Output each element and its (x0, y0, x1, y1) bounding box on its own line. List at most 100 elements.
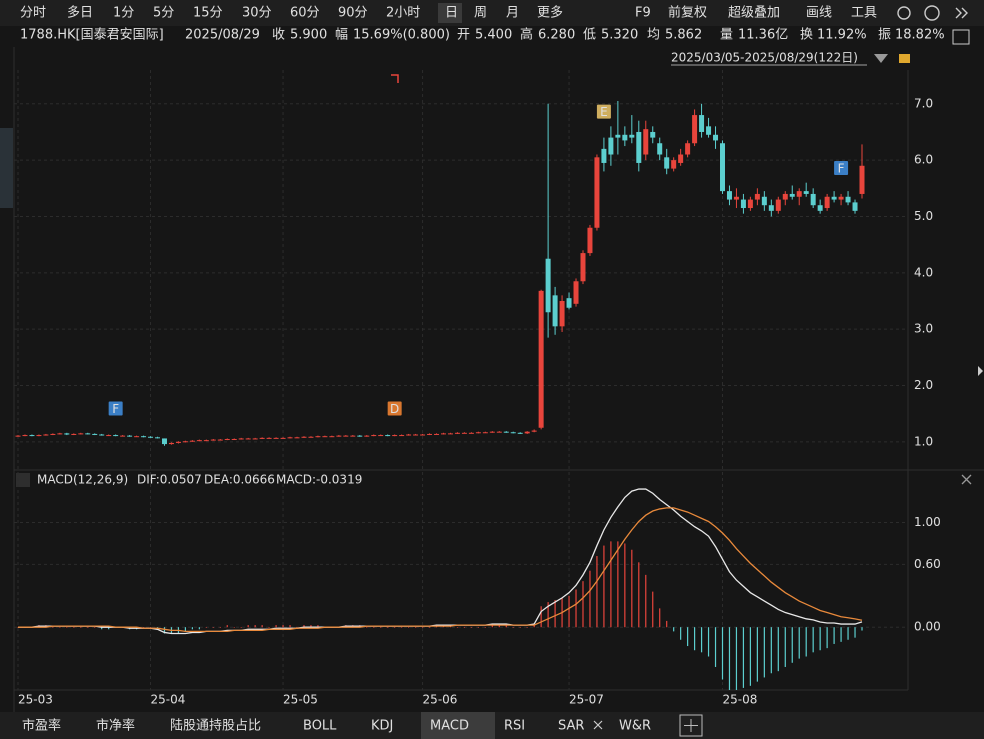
period-tab[interactable]: 15分 (193, 6, 223, 21)
candle-body (134, 436, 140, 438)
indicator-tab[interactable]: KDJ (371, 719, 393, 734)
close-icon[interactable] (961, 474, 972, 485)
tool-button[interactable]: 前复权 (668, 5, 707, 21)
settings-icon[interactable] (897, 6, 911, 20)
macd-bar (568, 595, 570, 628)
range-dropdown[interactable] (874, 54, 888, 63)
candle-body (378, 435, 384, 437)
signal-label: D (390, 402, 399, 416)
signal-badge[interactable] (387, 401, 402, 416)
candle-body (308, 436, 314, 438)
macd-bar (554, 599, 556, 628)
macd-bar (80, 627, 82, 628)
period-tab[interactable]: 30分 (242, 6, 272, 21)
help-icon[interactable] (924, 5, 940, 21)
macd-bar (805, 627, 807, 657)
quote-label: 收 (272, 28, 285, 43)
macd-bar (463, 627, 466, 628)
macd-bar (575, 589, 577, 628)
candle-body (713, 134, 719, 141)
indicator-tab[interactable]: 市盈率 (22, 718, 61, 734)
macd-bar (826, 627, 828, 649)
candle-body (482, 432, 488, 434)
indicator-tab[interactable]: BOLL (303, 719, 337, 734)
expand-icon[interactable] (955, 7, 968, 19)
tab-close-icon[interactable] (593, 720, 603, 730)
quote-label: 量 (720, 28, 733, 43)
indicator-tab[interactable]: RSI (504, 719, 525, 734)
indicator-tab[interactable]: W&R (619, 719, 651, 734)
candle-body (636, 131, 642, 163)
lock-icon[interactable] (899, 54, 910, 63)
macd-bar (380, 627, 382, 628)
y-tick-label: 0.60 (914, 557, 941, 571)
y-tick-label: 3.0 (914, 322, 933, 336)
indicator-tab[interactable]: 陆股通持股占比 (170, 718, 261, 734)
tool-button[interactable]: 工具 (851, 6, 877, 21)
macd-bar (840, 627, 842, 642)
candle-body (559, 300, 565, 327)
corner-mark (391, 74, 399, 83)
side-arrow[interactable] (978, 366, 983, 376)
indicator-tab[interactable]: 市净率 (96, 718, 135, 734)
period-tab[interactable]: 90分 (338, 6, 368, 21)
candle-body (85, 433, 91, 435)
tool-button[interactable]: 画线 (806, 6, 832, 21)
macd-bar (526, 627, 528, 628)
period-tab[interactable]: 周 (474, 6, 487, 21)
macd-bar (87, 627, 89, 628)
tool-button[interactable]: 超级叠加 (728, 6, 780, 21)
candle-body (699, 115, 705, 132)
macd-bar (819, 627, 821, 651)
macd-bar (254, 625, 256, 628)
candle-body (845, 196, 851, 203)
quote-value: 5.900 (290, 28, 327, 43)
macd-bar (798, 627, 800, 659)
help-box[interactable] (16, 473, 30, 487)
macd-bar (756, 627, 758, 682)
macd-bar (149, 627, 152, 628)
macd-bar (59, 627, 61, 628)
period-tab[interactable]: 2小时 (386, 6, 420, 21)
macd-bar (652, 591, 654, 628)
macd-bar (394, 627, 396, 628)
macd-bar (770, 627, 772, 674)
candle-body (231, 439, 237, 441)
candle-body (678, 154, 684, 163)
macd-bar (735, 627, 738, 690)
period-tab[interactable]: 多日 (67, 5, 93, 21)
candle-body (329, 436, 335, 438)
candle-body (245, 438, 251, 440)
add-tab[interactable] (679, 714, 703, 737)
legend-entry: DEA:0.0666 (204, 473, 275, 487)
candle-body (775, 199, 781, 211)
macd-bar (142, 627, 145, 628)
candle-body (573, 281, 579, 304)
signal-badge[interactable] (108, 401, 123, 416)
period-tab[interactable]: 5分 (153, 6, 174, 21)
tool-button[interactable]: F9 (635, 6, 651, 21)
toolbar (0, 0, 984, 26)
indicator-tab[interactable]: MACD (430, 719, 469, 734)
date-range[interactable]: 2025/03/05-2025/08/29(122日) (671, 51, 858, 65)
period-tab[interactable]: 分时 (20, 6, 46, 21)
signal-badge[interactable] (834, 160, 849, 175)
period-tab[interactable]: 更多 (537, 5, 563, 21)
macd-bar (477, 627, 479, 628)
y-tick-label: 1.0 (914, 434, 933, 448)
sidebar-tab[interactable] (0, 128, 13, 208)
macd-bar (289, 625, 291, 628)
period-tab[interactable]: 60分 (290, 6, 320, 21)
period-tab[interactable]: 月 (506, 6, 519, 21)
period-tab[interactable]: 1分 (113, 6, 134, 21)
macd-bar (73, 627, 75, 628)
candle-body (427, 433, 433, 435)
period-tab[interactable]: 日 (445, 6, 458, 21)
indicator-tab[interactable]: SAR (558, 719, 584, 734)
candle-body (434, 433, 440, 435)
signal-badge[interactable] (596, 104, 611, 119)
calc-icon[interactable] (952, 29, 970, 45)
candle-body (566, 298, 572, 308)
macd-bar (317, 625, 319, 628)
